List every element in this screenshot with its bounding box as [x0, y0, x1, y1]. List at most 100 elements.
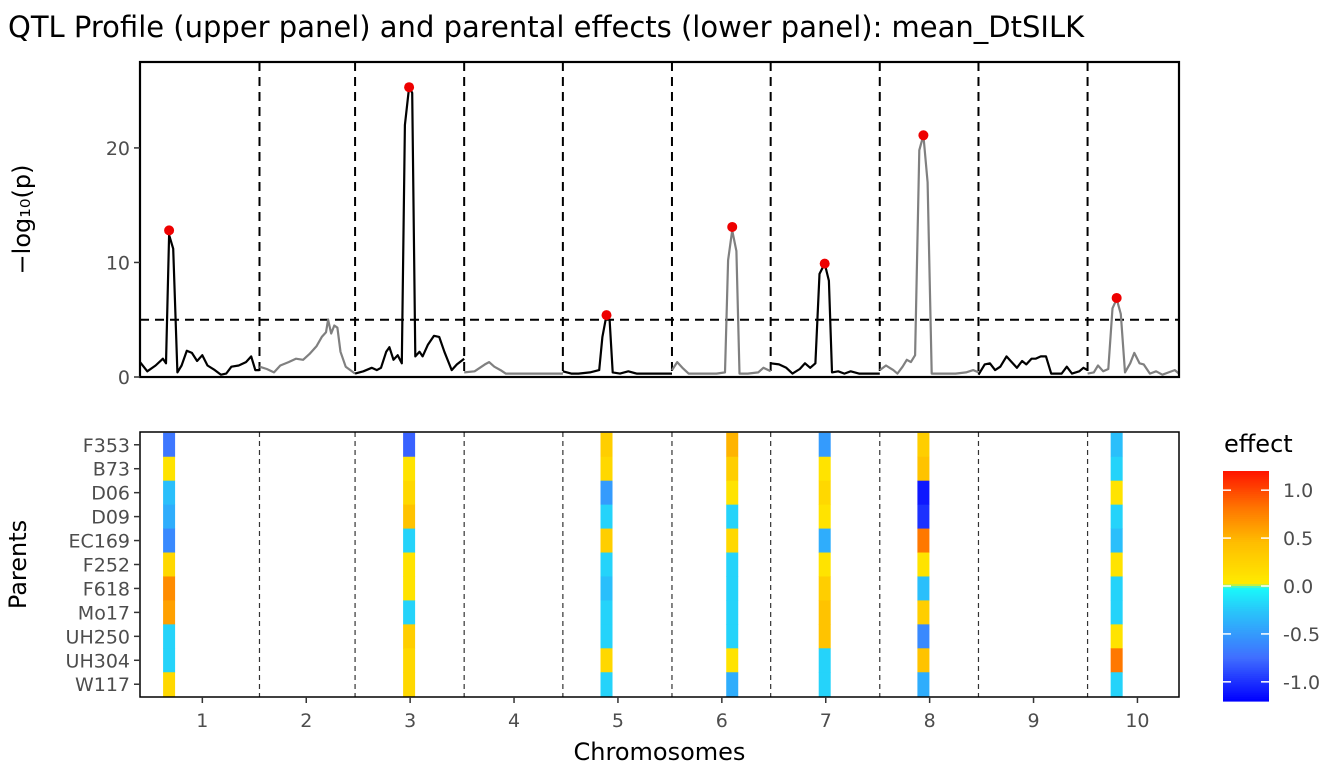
legend-color-band	[1223, 520, 1269, 524]
legend-color-band	[1223, 689, 1269, 693]
legend-color-band	[1223, 488, 1269, 491]
legend-color-band	[1223, 589, 1269, 593]
x-tick-label: 1	[196, 710, 208, 732]
legend-color-band	[1223, 484, 1269, 487]
profile-line-chr7	[770, 262, 880, 375]
legend-color-band	[1223, 624, 1269, 627]
effect-cell-F252	[163, 552, 176, 577]
parent-label: F353	[83, 435, 130, 457]
legend-color-band	[1223, 674, 1269, 677]
effect-cell-EC169	[600, 528, 613, 553]
effect-cell-F252	[726, 552, 739, 577]
legend-color-band	[1223, 584, 1269, 587]
effect-cell-D09	[163, 504, 176, 529]
legend-color-band	[1223, 503, 1269, 507]
effect-cell-UH250	[726, 624, 739, 649]
legend-color-band	[1223, 490, 1269, 493]
effect-cell-Mo17	[818, 600, 831, 625]
effect-cell-F618	[600, 576, 613, 601]
legend-color-band	[1223, 635, 1269, 639]
legend-color-band	[1223, 593, 1269, 597]
effect-cell-UH250	[1110, 624, 1123, 649]
legend-color-band	[1223, 541, 1269, 545]
effect-cell-UH250	[163, 624, 176, 649]
effect-cell-F252	[818, 552, 831, 577]
effect-cell-UH304	[600, 648, 613, 673]
effect-cell-F353	[726, 432, 739, 458]
legend-color-band	[1223, 691, 1269, 694]
legend-color-band	[1223, 651, 1269, 654]
legend-color-band	[1223, 564, 1269, 568]
legend-color-band	[1223, 697, 1269, 700]
legend-color-band	[1223, 559, 1269, 562]
profile-line-chr5	[562, 314, 672, 375]
legend-color-band	[1223, 614, 1269, 618]
legend-color-band	[1223, 622, 1269, 625]
effect-cell-Mo17	[163, 600, 176, 625]
x-axis-title: Chromosomes	[574, 738, 746, 766]
effect-cell-F618	[403, 576, 416, 601]
legend-color-band	[1223, 553, 1269, 556]
legend-color-band	[1223, 618, 1269, 622]
effect-cell-W117	[1110, 672, 1123, 697]
effect-cell-D09	[403, 504, 416, 529]
legend-tick-label: 0.0	[1283, 576, 1313, 598]
legend-color-band	[1223, 681, 1269, 685]
profile-line-chr8	[879, 134, 979, 375]
effect-cell-B73	[1110, 456, 1123, 482]
lower-panel-border	[139, 431, 1180, 698]
legend-color-band	[1223, 595, 1269, 599]
effect-cell-UH250	[403, 624, 416, 649]
effect-cell-F618	[726, 576, 739, 601]
parent-label: F618	[83, 578, 130, 600]
effect-cell-F353	[818, 432, 831, 458]
effect-cell-EC169	[403, 528, 416, 553]
legend-color-band	[1223, 607, 1269, 610]
y-tick-label: 20	[106, 138, 130, 160]
effect-cell-UH304	[917, 648, 930, 673]
legend-color-band	[1223, 497, 1269, 501]
x-tick-label: 6	[716, 710, 728, 732]
qtl-peak-point	[164, 225, 175, 236]
profile-line-chr4	[464, 361, 563, 375]
legend-color-band	[1223, 480, 1269, 484]
y-axis-title: −log₁₀(p)	[8, 165, 36, 275]
effect-cell-D09	[600, 504, 613, 529]
effect-cell-F252	[1110, 552, 1123, 577]
legend-color-band	[1223, 626, 1269, 629]
lower-panel: F353B73D06D09EC169F252F618Mo17UH250UH304…	[4, 431, 1180, 766]
legend-color-band	[1223, 494, 1269, 497]
parent-label: W117	[75, 674, 130, 696]
effect-cell-F353	[917, 432, 930, 458]
legend-tick-label: -1.0	[1283, 672, 1320, 694]
legend-color-band	[1223, 566, 1269, 570]
legend-color-band	[1223, 549, 1269, 553]
legend-color-band	[1223, 482, 1269, 486]
legend-color-band	[1223, 637, 1269, 641]
legend-color-band	[1223, 570, 1269, 574]
legend-title: effect	[1224, 430, 1293, 458]
legend-color-band	[1223, 649, 1269, 652]
legend-color-band	[1223, 628, 1269, 631]
effect-cell-D09	[1110, 504, 1123, 529]
profile-line-chr6	[671, 229, 772, 375]
legend-color-band	[1223, 601, 1269, 604]
legend-color-band	[1223, 609, 1269, 612]
effect-cell-D06	[726, 480, 739, 506]
legend-color-band	[1223, 551, 1269, 555]
profile-line-chr1	[139, 233, 260, 376]
legend-color-band	[1223, 668, 1269, 671]
legend-color-band	[1223, 545, 1269, 549]
legend-color-band	[1223, 495, 1269, 499]
legend-color-band	[1223, 660, 1269, 664]
effect-legend: effect 1.0 0.5 0.0 -0.5 -1.0	[1223, 430, 1320, 702]
effect-cell-Mo17	[600, 600, 613, 625]
parent-label: F252	[83, 555, 130, 577]
effect-cell-Mo17	[403, 600, 416, 625]
parent-label: Mo17	[78, 602, 130, 624]
legend-color-band	[1223, 616, 1269, 620]
effect-cell-W117	[600, 672, 613, 697]
effect-cell-D06	[818, 480, 831, 506]
profile-line-chr3	[354, 86, 465, 375]
qtl-peak-point	[404, 82, 415, 93]
